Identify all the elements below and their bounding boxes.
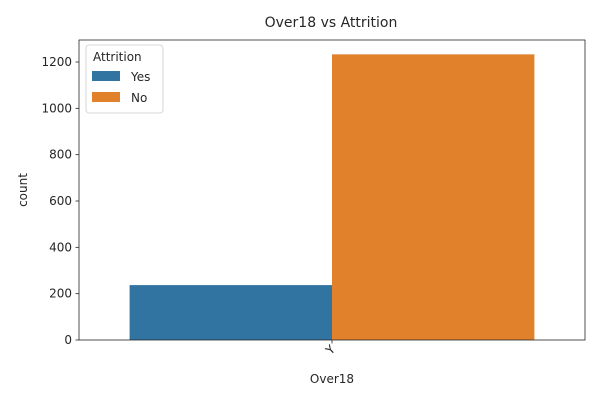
x-tick-label: Y xyxy=(322,342,338,358)
bar-yes-y xyxy=(129,285,332,340)
legend-label-yes: Yes xyxy=(130,70,150,84)
y-tick-label: 0 xyxy=(64,333,72,347)
y-tick-label: 600 xyxy=(49,194,72,208)
y-tick-label: 1200 xyxy=(41,55,72,69)
x-axis-label: Over18 xyxy=(310,372,354,386)
y-tick-label: 800 xyxy=(49,148,72,162)
legend-label-no: No xyxy=(131,91,147,105)
y-tick-label: 400 xyxy=(49,240,72,254)
bar-no-y xyxy=(332,54,535,340)
y-tick-label: 200 xyxy=(49,287,72,301)
legend: Attrition Yes No xyxy=(85,44,164,114)
legend-swatch-no xyxy=(92,92,120,102)
plot-frame xyxy=(78,39,586,341)
x-axis-ticks: Y xyxy=(322,340,339,358)
chart-title: Over18 vs Attrition xyxy=(265,15,398,31)
legend-swatch-yes xyxy=(92,71,120,81)
legend-title: Attrition xyxy=(93,50,142,64)
y-tick-label: 1000 xyxy=(41,101,72,115)
y-axis-ticks: 0 200 400 600 800 1000 1200 xyxy=(41,55,79,347)
bars xyxy=(129,54,535,340)
y-axis-label: count xyxy=(16,173,30,207)
